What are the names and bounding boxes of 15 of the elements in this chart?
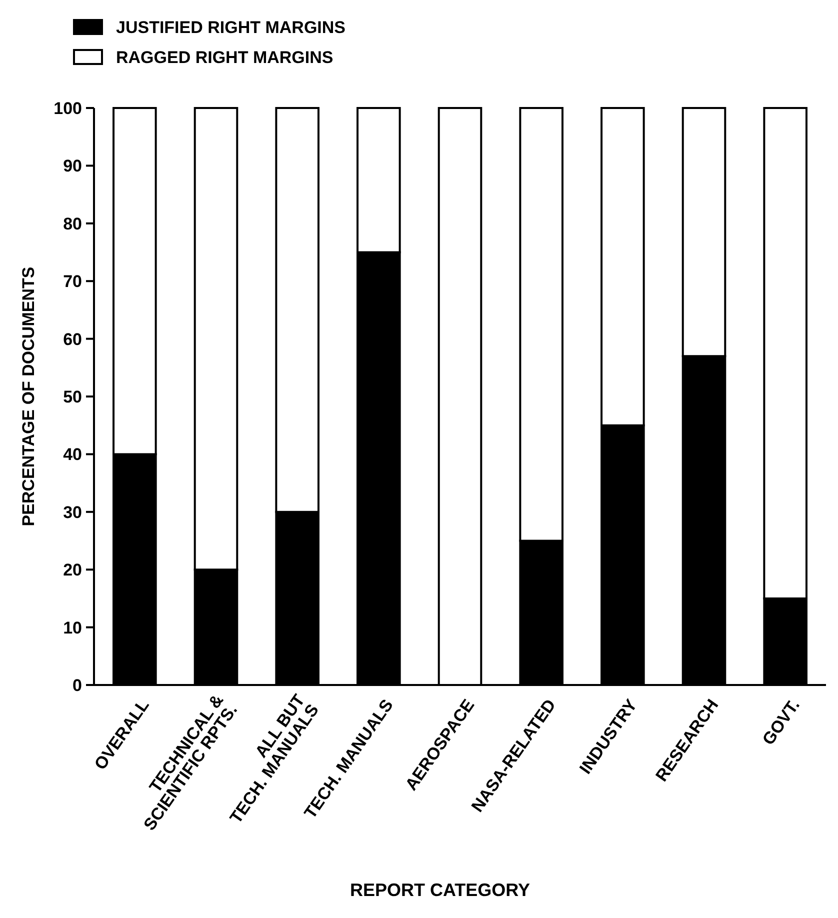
y-tick-label: 60 bbox=[63, 330, 82, 349]
legend-label: RAGGED RIGHT MARGINS bbox=[116, 48, 334, 67]
x-axis-title: REPORT CATEGORY bbox=[350, 880, 530, 900]
y-tick-label: 100 bbox=[54, 98, 82, 118]
y-tick-label: 50 bbox=[63, 387, 82, 406]
legend-label: JUSTIFIED RIGHT MARGINS bbox=[116, 18, 346, 37]
y-tick-label: 10 bbox=[63, 618, 82, 638]
y-tick-label: 90 bbox=[63, 156, 82, 176]
y-tick-label: 20 bbox=[63, 560, 82, 580]
y-tick-label: 80 bbox=[63, 214, 82, 234]
y-tick-label: 70 bbox=[63, 272, 82, 292]
y-axis-title: PERCENTAGE OF DOCUMENTS bbox=[19, 266, 38, 526]
y-tick-label: 30 bbox=[63, 502, 82, 522]
y-tick-label: 0 bbox=[72, 676, 82, 695]
y-tick-label: 40 bbox=[63, 445, 82, 464]
